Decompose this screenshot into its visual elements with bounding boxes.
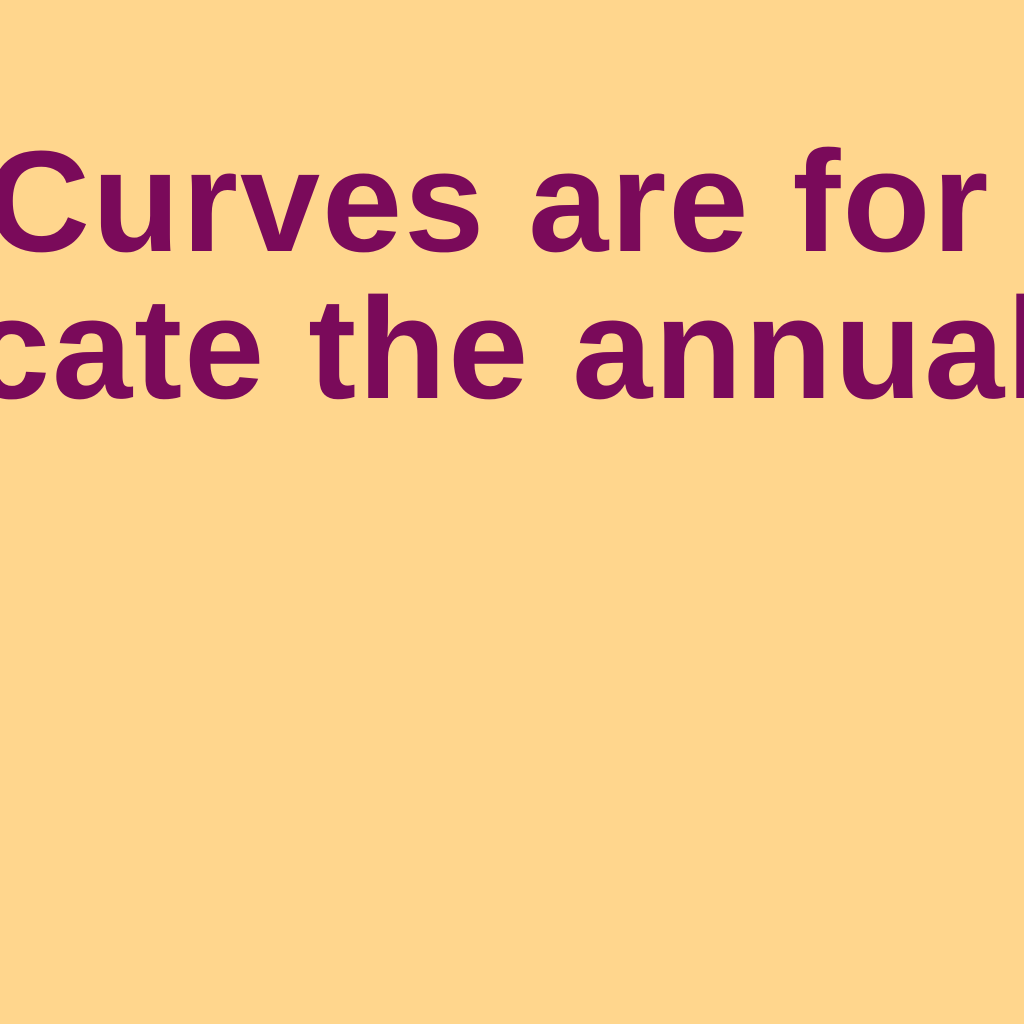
- text-line-2: cate the annual: [0, 268, 1024, 429]
- text-line-1: Curves are for 19: [0, 121, 991, 282]
